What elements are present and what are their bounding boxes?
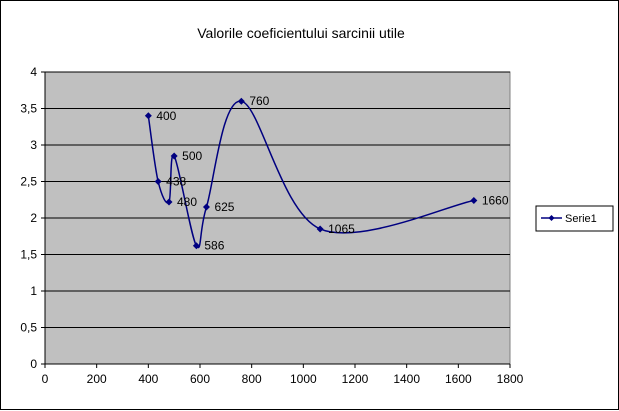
data-label: 438 (166, 175, 186, 189)
data-label: 1660 (482, 193, 509, 207)
data-label: 400 (156, 109, 176, 123)
data-label: 625 (214, 200, 234, 214)
x-tick-label: 0 (42, 372, 49, 386)
data-label: 586 (204, 239, 224, 253)
series-line (147, 100, 474, 249)
y-tick-label: 3,5 (20, 102, 37, 116)
x-tick-label: 1800 (497, 372, 524, 386)
x-tick-label: 1200 (342, 372, 369, 386)
y-tick-label: 0,5 (20, 321, 37, 335)
y-tick-label: 0 (30, 357, 37, 371)
x-tick-label: 600 (190, 372, 210, 386)
data-point-marker (144, 112, 152, 120)
legend-label: Serie1 (565, 213, 597, 225)
data-point-marker (192, 242, 200, 250)
data-point-marker (170, 152, 178, 160)
data-point-marker (316, 225, 324, 233)
data-point-marker (237, 97, 245, 105)
y-tick-label: 1 (30, 284, 37, 298)
x-tick-label: 200 (87, 372, 107, 386)
x-tick-label: 1000 (290, 372, 317, 386)
chart-title: Valorile coeficientului sarcinii utile (197, 25, 405, 41)
data-point-marker (470, 196, 478, 204)
x-tick-label: 1400 (393, 372, 420, 386)
legend-swatch-marker (548, 215, 555, 221)
plot-layer: 0 0,5 1 1,5 2 2,5 3 3,5 4 0 200 400 600 800 1000 1200 14… (20, 65, 523, 386)
data-label: 760 (249, 94, 269, 108)
y-tick-label: 2,5 (20, 175, 37, 189)
y-tick-label: 4 (30, 65, 37, 79)
y-tick-label: 2 (30, 211, 37, 225)
data-label: 500 (182, 149, 202, 163)
legend: Serie1 (535, 205, 614, 232)
x-tick-label: 1600 (445, 372, 472, 386)
data-label: 1065 (328, 222, 355, 236)
x-tick-label: 400 (138, 372, 158, 386)
data-point-marker (154, 178, 162, 185)
data-label: 480 (177, 195, 197, 209)
x-tick-label: 800 (242, 372, 262, 386)
data-point-marker (202, 203, 210, 211)
data-point-marker (165, 198, 173, 206)
y-tick-label: 1,5 (20, 248, 37, 262)
y-tick-label: 3 (30, 138, 37, 152)
